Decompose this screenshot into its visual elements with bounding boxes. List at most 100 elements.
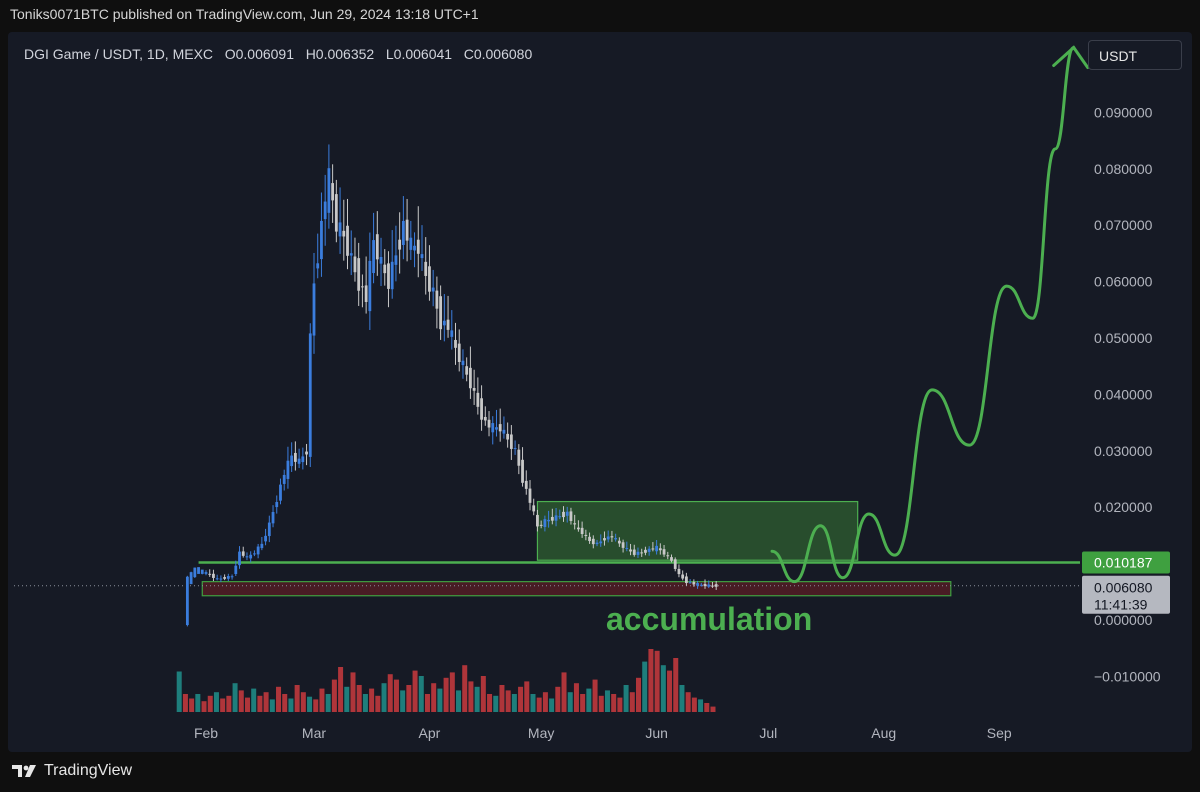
candle-body (647, 548, 651, 552)
volume-bar (449, 672, 455, 712)
candle-body (662, 549, 666, 555)
volume-bar (524, 681, 530, 712)
candle-body (487, 419, 491, 428)
candle-body (401, 220, 405, 245)
x-tick-label: Jul (759, 725, 777, 741)
candle-body (361, 286, 364, 288)
candle-body (684, 576, 688, 584)
candle-body (483, 416, 487, 421)
candle-body (454, 339, 457, 348)
volume-bar (412, 670, 418, 712)
candle-body (353, 256, 357, 273)
candle-body (439, 296, 443, 330)
volume-bar (338, 667, 344, 712)
candle-body (416, 239, 420, 254)
volume-bar (375, 695, 381, 712)
volume-bar (362, 694, 368, 712)
volume-bar (673, 658, 679, 712)
volume-bar (437, 688, 443, 712)
candle-body (241, 551, 245, 556)
volume-bar (580, 694, 586, 712)
candle-body (498, 424, 502, 432)
ohlc-low: L0.006041 (385, 46, 453, 62)
symbol-name[interactable]: DGI Game / USDT, 1D, MEXC (24, 46, 214, 62)
candle-body (327, 168, 331, 213)
publisher-bar: Toniks0071BTC published on TradingView.c… (0, 0, 1200, 28)
projection-curve[interactable] (770, 46, 1076, 584)
candle-body (636, 551, 640, 555)
candle-body (696, 583, 699, 586)
candle-body (457, 343, 461, 362)
volume-bar (189, 698, 195, 712)
candle-body (644, 549, 647, 553)
candle-body (469, 367, 472, 389)
volume-bar (704, 703, 710, 712)
candle-body (223, 577, 227, 579)
volume-bar (207, 695, 213, 712)
ohlc-close: C0.006080 (463, 46, 533, 62)
x-tick-label: Mar (302, 725, 326, 741)
x-tick-label: Aug (871, 725, 896, 741)
volume-bar (468, 681, 474, 712)
volume-bar (263, 692, 269, 712)
candle-body (632, 549, 636, 555)
x-tick-label: Apr (419, 725, 441, 741)
volume-bar (344, 686, 350, 712)
chart-frame[interactable] (8, 32, 1192, 752)
volume-bar (648, 649, 654, 712)
candle-body (293, 452, 297, 462)
y-tick-label: 0.040000 (1094, 386, 1153, 402)
volume-bar (226, 695, 232, 712)
candle-body (707, 584, 711, 587)
y-tick-label: 0.070000 (1094, 217, 1153, 233)
candle-body (599, 541, 603, 544)
candle-body (200, 569, 204, 574)
resistance-price-label: 0.010187 (1094, 555, 1153, 571)
candle-body (428, 266, 431, 292)
candle-body (219, 578, 223, 580)
candle-body (617, 540, 621, 544)
candle-body (279, 484, 282, 501)
x-tick-label: Jun (645, 725, 668, 741)
candle-body (394, 255, 398, 265)
candle-body (655, 545, 659, 552)
resistance-price-tag[interactable] (1082, 551, 1170, 574)
candle-body (528, 488, 532, 503)
candle-body (610, 536, 614, 538)
candle-body (398, 239, 402, 250)
volume-bar (313, 699, 319, 712)
volume-bar (629, 692, 635, 712)
candle-body (554, 515, 558, 521)
volume-bar (300, 692, 306, 712)
volume-bar (542, 692, 548, 712)
candle-body (673, 559, 677, 569)
y-tick-label: 0.030000 (1094, 443, 1153, 459)
candle-body (308, 333, 312, 457)
volume-bar (642, 661, 648, 712)
y-tick-label: 0.060000 (1094, 274, 1153, 290)
volume-bar (406, 685, 412, 712)
candle-body (688, 582, 692, 584)
volume-bar (480, 676, 486, 712)
candle-body (461, 360, 465, 366)
symbol-legend[interactable]: DGI Game / USDT, 1D, MEXC O0.006091 H0.0… (24, 46, 532, 62)
y-tick-label: −0.010000 (1094, 668, 1161, 684)
volume-bar (654, 650, 660, 712)
candle-body (349, 253, 353, 256)
zone-support-band[interactable] (201, 581, 952, 597)
last-price-tag[interactable] (1082, 575, 1170, 614)
x-tick-label: Sep (987, 725, 1012, 741)
candle-body (588, 536, 591, 542)
candle-body (342, 230, 346, 237)
volume-bar (443, 677, 449, 712)
ohlc-high: H0.006352 (305, 46, 375, 62)
currency-button[interactable]: USDT (1088, 40, 1182, 70)
volume-bar (493, 695, 499, 712)
candle-body (584, 534, 588, 536)
candle-body (372, 240, 375, 274)
candle-body (301, 456, 305, 463)
candle-body (390, 261, 394, 290)
tradingview-logo[interactable]: TradingView (12, 762, 132, 780)
candle-body (275, 502, 279, 508)
